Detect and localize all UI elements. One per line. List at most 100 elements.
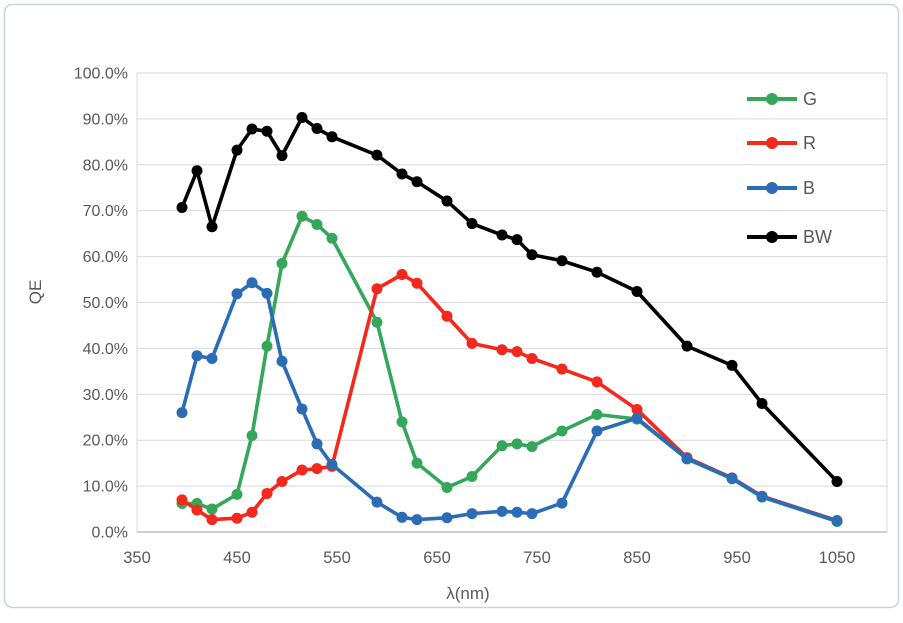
series-marker-B [466, 508, 478, 520]
series-marker-BW [511, 234, 523, 246]
series-marker-G [276, 257, 288, 269]
series-marker-R [511, 346, 523, 358]
y-tick-label: 50.0% [83, 295, 128, 312]
series-marker-BW [326, 131, 338, 143]
legend-marker-BW [766, 231, 778, 243]
series-marker-R [371, 283, 383, 295]
series-marker-BW [466, 218, 478, 230]
series-marker-R [441, 310, 453, 322]
series-marker-R [206, 514, 218, 526]
y-tick-label: 30.0% [83, 387, 128, 404]
y-tick-label: 70.0% [83, 203, 128, 220]
series-marker-B [556, 497, 568, 509]
series-marker-B [311, 438, 323, 450]
series-marker-R [261, 487, 273, 499]
series-marker-G [311, 218, 323, 230]
series-marker-BW [591, 266, 603, 278]
series-marker-BW [206, 221, 218, 233]
y-tick-label: 0.0% [92, 525, 128, 542]
legend-label-R: R [803, 133, 816, 153]
series-marker-BW [496, 229, 508, 241]
x-axis-title: λ(nm) [446, 584, 490, 603]
y-tick-label: 100.0% [74, 66, 128, 83]
series-marker-R [276, 476, 288, 488]
series-marker-BW [831, 476, 843, 488]
series-marker-R [631, 403, 643, 415]
series-marker-R [396, 269, 408, 281]
series-marker-R [496, 344, 508, 356]
series-marker-R [556, 363, 568, 375]
series-marker-G [496, 440, 508, 452]
series-marker-BW [756, 397, 768, 409]
y-tick-label: 60.0% [83, 249, 128, 266]
legend-marker-R [766, 137, 778, 149]
figure-frame [3, 3, 900, 609]
series-marker-R [411, 277, 423, 289]
series-marker-B [261, 287, 273, 299]
series-marker-BW [371, 149, 383, 161]
series-marker-G [556, 425, 568, 437]
series-marker-G [466, 470, 478, 482]
series-marker-B [176, 407, 188, 419]
series-marker-BW [191, 165, 203, 177]
legend-marker-B [766, 182, 778, 194]
series-marker-B [591, 425, 603, 437]
x-tick-label: 350 [123, 549, 151, 567]
series-marker-G [296, 210, 308, 222]
series-marker-R [466, 337, 478, 349]
series-marker-G [591, 408, 603, 420]
series-marker-B [441, 512, 453, 524]
series-marker-R [246, 506, 258, 518]
series-marker-G [441, 481, 453, 493]
series-marker-BW [296, 112, 308, 124]
series-marker-BW [276, 150, 288, 162]
series-marker-G [206, 503, 218, 515]
series-marker-BW [311, 123, 323, 135]
series-marker-BW [261, 125, 273, 137]
series-marker-BW [526, 249, 538, 261]
series-marker-BW [681, 340, 693, 352]
y-tick-label: 80.0% [83, 157, 128, 174]
x-tick-label: 950 [723, 549, 751, 567]
series-marker-B [276, 355, 288, 367]
series-marker-BW [631, 285, 643, 297]
series-marker-B [206, 352, 218, 364]
series-marker-BW [411, 176, 423, 188]
series-marker-B [496, 505, 508, 517]
series-marker-B [681, 453, 693, 465]
series-line-BW [180, 115, 839, 483]
series-marker-BW [231, 144, 243, 156]
series-marker-B [756, 491, 768, 503]
series-marker-B [726, 472, 738, 484]
series-marker-BW [441, 195, 453, 207]
series-marker-B [396, 511, 408, 523]
series-marker-G [396, 416, 408, 428]
y-axis-title: QE [26, 279, 45, 305]
series-marker-G [261, 340, 273, 352]
series-marker-R [591, 376, 603, 388]
series-marker-B [526, 508, 538, 520]
y-tick-label: 40.0% [83, 341, 128, 358]
series-marker-R [176, 494, 188, 506]
y-tick-label: 90.0% [83, 111, 128, 128]
series-marker-B [831, 515, 843, 527]
x-tick-label: 850 [623, 549, 651, 567]
series-marker-R [231, 512, 243, 524]
legend-label-G: G [803, 89, 817, 109]
legend-label-BW: BW [803, 227, 832, 247]
series-marker-B [296, 403, 308, 415]
series-marker-BW [726, 359, 738, 371]
y-tick-label: 10.0% [83, 479, 128, 496]
series-marker-BW [556, 255, 568, 267]
series-marker-BW [176, 201, 188, 213]
legend-label-B: B [803, 178, 815, 198]
series-marker-B [246, 277, 258, 289]
series-marker-G [371, 316, 383, 328]
series-marker-G [411, 457, 423, 469]
series-marker-B [511, 506, 523, 518]
series-marker-B [411, 514, 423, 526]
x-tick-label: 550 [323, 549, 351, 567]
series-marker-R [311, 463, 323, 475]
